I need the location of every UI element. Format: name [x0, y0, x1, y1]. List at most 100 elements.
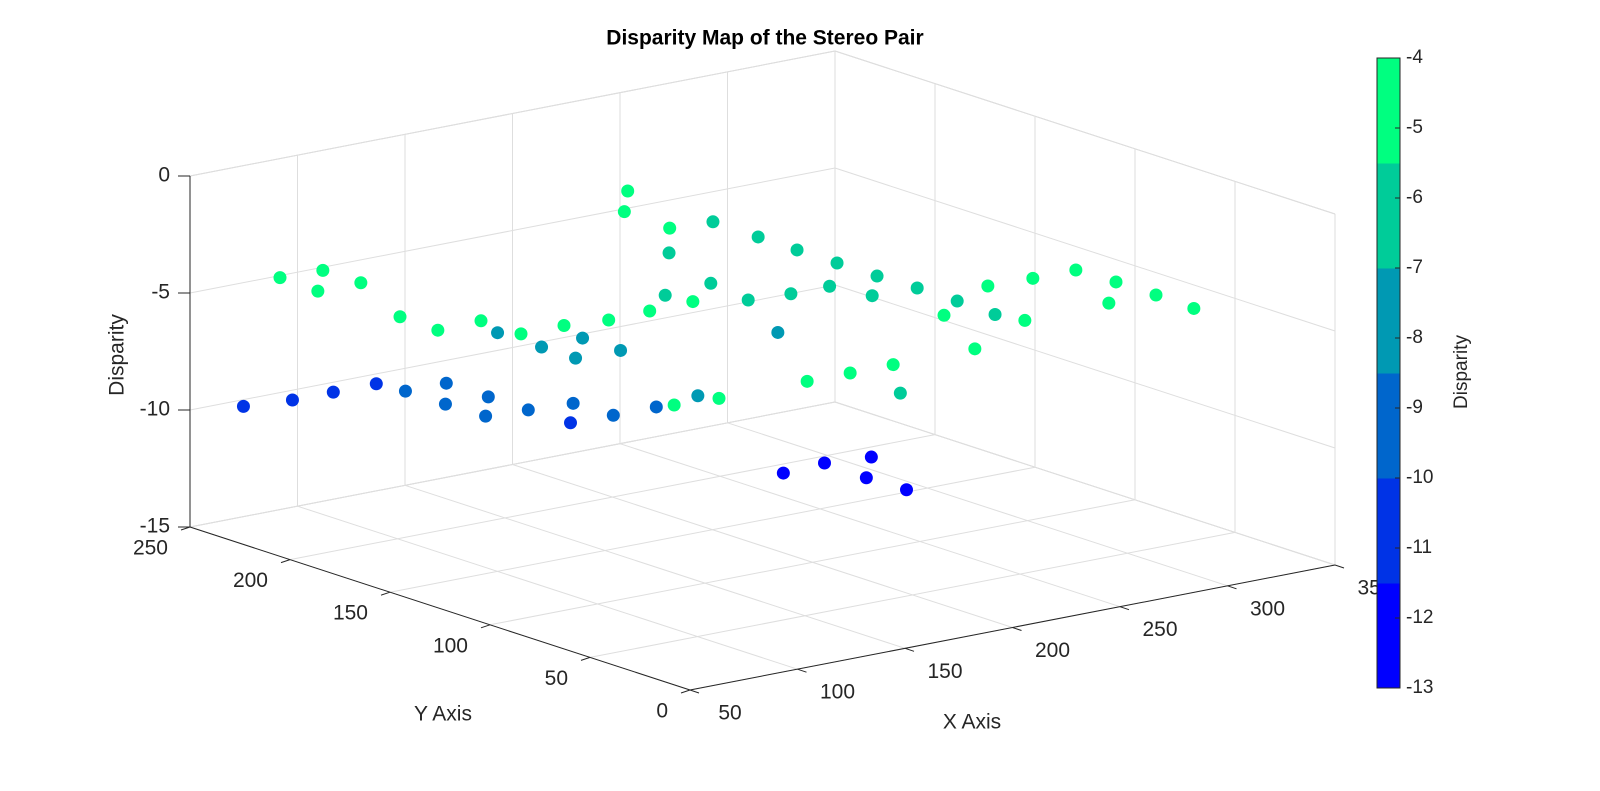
colorbar: -13 -12 -11 -10 -9 -8 -7 -6 -5 -4	[1376, 47, 1433, 698]
y-tick-label: 250	[133, 537, 168, 560]
point	[521, 403, 535, 417]
colorbar-frame	[1376, 57, 1401, 689]
point	[830, 256, 844, 270]
point	[800, 374, 814, 388]
grid-line	[834, 167, 1336, 332]
y-tick-label: 100	[433, 634, 468, 657]
point	[662, 246, 676, 260]
point	[843, 366, 857, 380]
y-tick-label: 150	[333, 602, 368, 625]
colorbar-tick-label: -8	[1406, 327, 1423, 348]
grid-line	[189, 284, 836, 411]
z-tick-label: -15	[140, 515, 170, 538]
point	[369, 377, 383, 391]
colorbar-segment	[1377, 478, 1400, 584]
point	[479, 409, 493, 423]
point	[784, 287, 798, 301]
point	[1109, 275, 1123, 289]
colorbar-tick-label: -9	[1406, 397, 1423, 418]
point	[643, 304, 657, 318]
grid-line	[589, 531, 1236, 658]
point	[790, 243, 804, 257]
point	[1069, 263, 1083, 277]
colorbar-segment	[1377, 583, 1400, 689]
x-tick-label: 150	[927, 660, 962, 683]
point	[981, 279, 995, 293]
grid-line	[512, 464, 1013, 628]
colorbar-tick-label: -7	[1406, 257, 1423, 278]
x-tick	[689, 689, 700, 694]
point	[1102, 296, 1116, 310]
grid-line	[189, 50, 836, 177]
point	[326, 385, 340, 399]
x-tick	[904, 647, 915, 652]
points-layer	[236, 184, 1201, 497]
y-axis-line	[189, 526, 691, 691]
colorbar-segment	[1377, 373, 1400, 479]
grid-line	[289, 434, 936, 561]
x-tick	[1227, 585, 1237, 590]
point	[818, 456, 831, 470]
point	[865, 289, 879, 303]
point	[667, 398, 681, 412]
point	[1018, 313, 1032, 327]
x-tick-label: 200	[1035, 639, 1070, 662]
point	[691, 389, 705, 403]
point	[712, 391, 726, 405]
point	[273, 271, 287, 285]
chart-title: Disparity Map of the Stereo Pair	[606, 27, 923, 50]
point	[398, 384, 412, 398]
point	[893, 386, 907, 400]
point	[481, 390, 495, 404]
point	[535, 340, 549, 354]
point	[474, 314, 488, 328]
point	[606, 408, 620, 422]
z-tick-label: 0	[158, 164, 170, 187]
colorbar-segment	[1377, 58, 1400, 164]
x-tick-label: 300	[1250, 597, 1285, 620]
point	[354, 276, 368, 290]
point	[771, 325, 785, 339]
grid-line	[834, 401, 1336, 566]
colorbar-tick-label: -5	[1406, 117, 1423, 138]
point	[514, 327, 528, 341]
point	[576, 331, 590, 345]
point	[566, 396, 580, 410]
point	[968, 342, 982, 356]
y-tick	[680, 689, 691, 694]
colorbar-tick-label: -4	[1406, 47, 1423, 68]
grid-line	[489, 499, 1136, 626]
point	[910, 281, 924, 295]
point	[564, 416, 577, 430]
x-tick-label: 100	[820, 681, 855, 704]
point	[491, 326, 505, 340]
x-tick-label: 250	[1142, 618, 1177, 641]
grid-line	[189, 167, 836, 294]
colorbar-tick-label: -6	[1406, 187, 1423, 208]
point	[751, 230, 765, 244]
point	[988, 308, 1002, 322]
x-tick-label: 50	[718, 702, 741, 725]
point	[704, 276, 718, 290]
point	[557, 319, 571, 333]
point	[823, 279, 837, 293]
grid-line	[297, 505, 798, 670]
point	[311, 284, 325, 298]
point	[236, 399, 250, 413]
point	[658, 288, 672, 302]
colorbar-label: Disparity	[1451, 335, 1472, 409]
point	[870, 269, 884, 283]
colorbar-tick-label: -13	[1406, 677, 1433, 698]
point	[285, 393, 299, 407]
point	[569, 351, 583, 365]
grid-line	[834, 50, 1336, 215]
y-tick-label: 0	[656, 700, 668, 723]
grid-line	[389, 466, 1036, 593]
point	[900, 483, 913, 497]
grid-line	[727, 422, 1228, 587]
point	[1026, 271, 1040, 285]
z-axis-label: Disparity	[106, 314, 129, 396]
point	[864, 450, 878, 464]
